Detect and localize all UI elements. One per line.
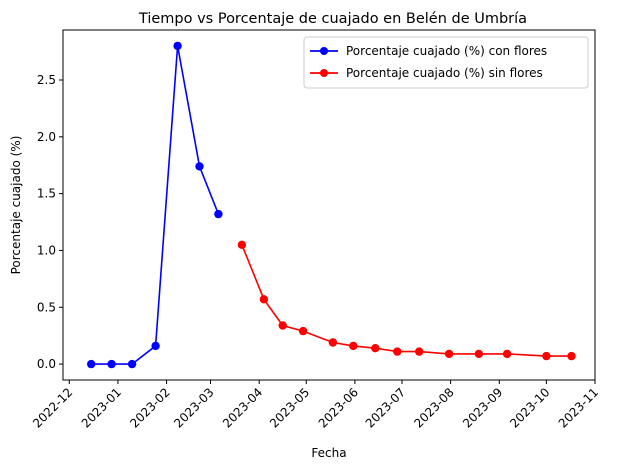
y-axis-title: Porcentaje cuajado (%) [9,136,23,275]
y-tick-label: 1.5 [37,187,56,201]
x-tick-label: 2023-05 [267,385,312,430]
y-tick-label: 0.0 [37,357,56,371]
data-point [107,359,116,369]
y-tick-label: 2.5 [37,73,56,87]
data-point [87,359,96,369]
data-point [349,341,358,351]
data-point [214,209,223,219]
data-point [415,347,424,356]
x-tick-label: 2023-10 [507,385,552,430]
legend-box [303,36,589,89]
chart-title: Tiempo vs Porcentaje de cuajado en Belén… [138,11,527,27]
x-tick-label: 2023-03 [171,385,216,430]
y-tick-label: 1.0 [37,243,56,257]
data-point [393,347,402,356]
data-point [328,338,338,347]
x-tick-label: 2023-09 [460,385,505,430]
legend: Porcentaje cuajado (%) con flores Porcen… [303,36,589,89]
legend-label-sin-flores: Porcentaje cuajado (%) sin flores [346,66,543,80]
plot-area-frame [62,29,596,381]
x-tick-label: 2023-07 [363,385,408,430]
data-point [567,351,576,361]
x-tick-label: 2022-12 [30,385,75,430]
x-axis-title: Fecha [311,446,346,460]
y-axis: 0.0 0.5 1.0 1.5 2.0 2.5 [37,73,63,371]
series-line-1 [241,244,572,357]
data-point [173,41,182,51]
y-tick-label: 2.0 [37,130,56,144]
x-tick-label: 2023-08 [411,385,456,430]
data-point [259,295,269,304]
legend-marker-con-flores [320,47,328,55]
data-point [371,344,380,353]
x-tick-label: 2023-01 [79,385,124,430]
data-point [151,341,160,351]
y-tick-label: 0.5 [37,300,56,314]
data-point [127,359,137,369]
data-point [278,321,287,330]
x-tick-label: 2023-06 [316,385,361,430]
data-point [298,326,308,336]
data-point [444,349,454,359]
data-point [474,349,484,359]
x-tick-label: 2023-02 [127,385,172,430]
x-tick-label: 2023-04 [220,385,265,430]
series-line-0 [91,45,220,365]
data-point [542,351,551,361]
legend-label-con-flores: Porcentaje cuajado (%) con flores [346,44,547,58]
data-point [195,162,204,171]
data-point [237,240,247,249]
series-layer [87,41,576,369]
data-point [502,349,512,359]
x-tick-label: 2023-11 [556,385,601,430]
legend-marker-sin-flores [320,69,328,77]
